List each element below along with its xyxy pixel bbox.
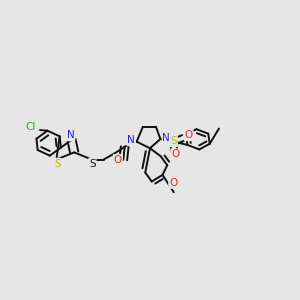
Text: N: N: [67, 130, 74, 140]
Text: Cl: Cl: [25, 122, 36, 132]
Text: S: S: [170, 136, 177, 146]
Text: O: O: [184, 130, 193, 140]
Text: S: S: [55, 159, 61, 169]
Text: O: O: [169, 178, 177, 188]
Text: N: N: [128, 135, 135, 145]
Text: O: O: [114, 155, 122, 165]
Text: S: S: [89, 159, 96, 169]
Text: N: N: [163, 133, 170, 142]
Text: O: O: [171, 149, 179, 159]
